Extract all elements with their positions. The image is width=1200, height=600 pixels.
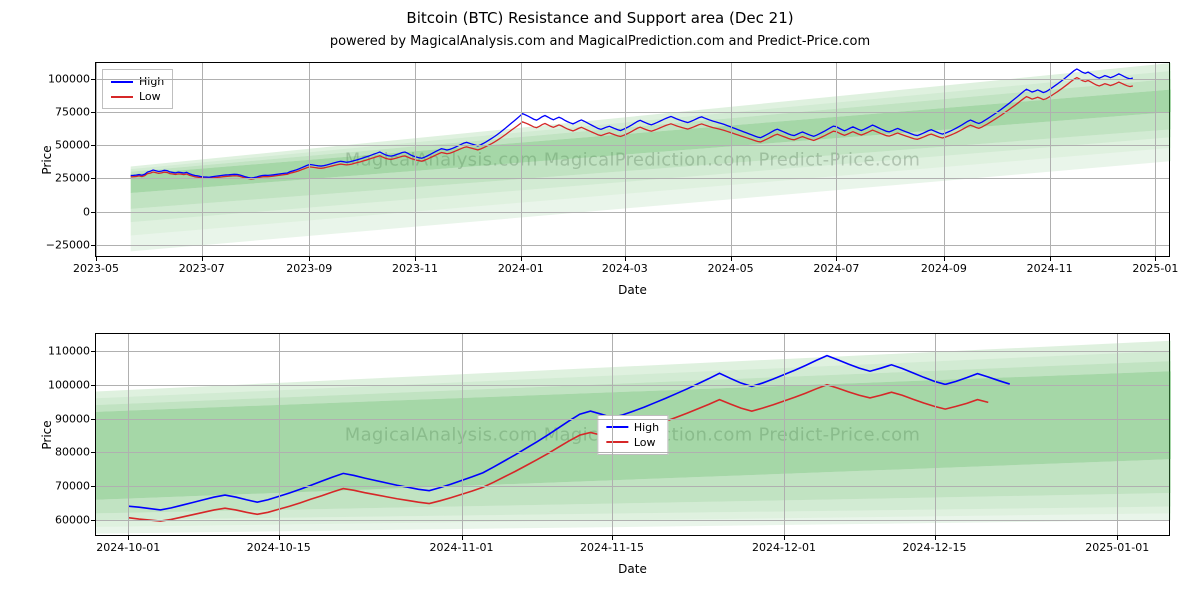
xtick-label: 2024-12-01 [752,535,816,554]
ytick-label: 100000 [48,378,96,391]
ytick-label: 90000 [55,412,96,425]
legend-label-high: High [634,421,659,434]
top-chart-svg [96,63,1171,258]
xtick-label: 2023-05 [73,256,119,275]
xtick-label: 2023-11 [392,256,438,275]
ytick-label: −25000 [46,238,96,251]
xtick-label: 2025-01-01 [1085,535,1149,554]
legend-row-high: High [111,74,164,89]
ytick-label: 60000 [55,514,96,527]
chart-title: Bitcoin (BTC) Resistance and Support are… [0,8,1200,27]
xtick-label: 2024-10-15 [247,535,311,554]
legend-swatch-low [111,96,133,98]
bottom-chart-xlabel: Date [618,562,647,576]
legend-row-low: Low [606,435,659,450]
legend-row-low: Low [111,89,164,104]
ytick-label: 0 [83,205,96,218]
xtick-label: 2024-01 [498,256,544,275]
xtick-label: 2024-11-01 [430,535,494,554]
xtick-label: 2024-09 [921,256,967,275]
top-chart-panel: MagicalAnalysis.com MagicalPrediction.co… [95,62,1170,257]
ytick-label: 110000 [48,344,96,357]
chart-subtitle: powered by MagicalAnalysis.com and Magic… [0,30,1200,49]
legend-row-high: High [606,420,659,435]
ytick-label: 80000 [55,446,96,459]
legend-swatch-high [111,81,133,83]
top-chart-ylabel: Price [40,145,54,174]
legend-label-high: High [139,75,164,88]
xtick-label: 2024-11 [1027,256,1073,275]
xtick-label: 2025-01 [1132,256,1178,275]
legend-label-low: Low [139,90,161,103]
xtick-label: 2023-09 [286,256,332,275]
xtick-label: 2023-07 [179,256,225,275]
ytick-label: 75000 [55,106,96,119]
ytick-label: 100000 [48,72,96,85]
legend-bottom: High Low [597,415,668,455]
xtick-label: 2024-07 [813,256,859,275]
xtick-label: 2024-05 [708,256,754,275]
ytick-label: 25000 [55,172,96,185]
xtick-label: 2024-11-15 [580,535,644,554]
legend-swatch-low [606,441,628,443]
legend-top: High Low [102,69,173,109]
ytick-label: 50000 [55,139,96,152]
bottom-chart-ylabel: Price [40,420,54,449]
xtick-label: 2024-10-01 [96,535,160,554]
top-chart-xlabel: Date [618,283,647,297]
subtitle-text: powered by MagicalAnalysis.com and Magic… [330,34,870,49]
xtick-label: 2024-03 [602,256,648,275]
title-text: Bitcoin (BTC) Resistance and Support are… [406,9,793,27]
legend-swatch-high [606,426,628,428]
xtick-label: 2024-12-15 [903,535,967,554]
bottom-chart-panel: MagicalAnalysis.com MagicalPrediction.co… [95,333,1170,536]
ytick-label: 70000 [55,480,96,493]
legend-label-low: Low [634,436,656,449]
